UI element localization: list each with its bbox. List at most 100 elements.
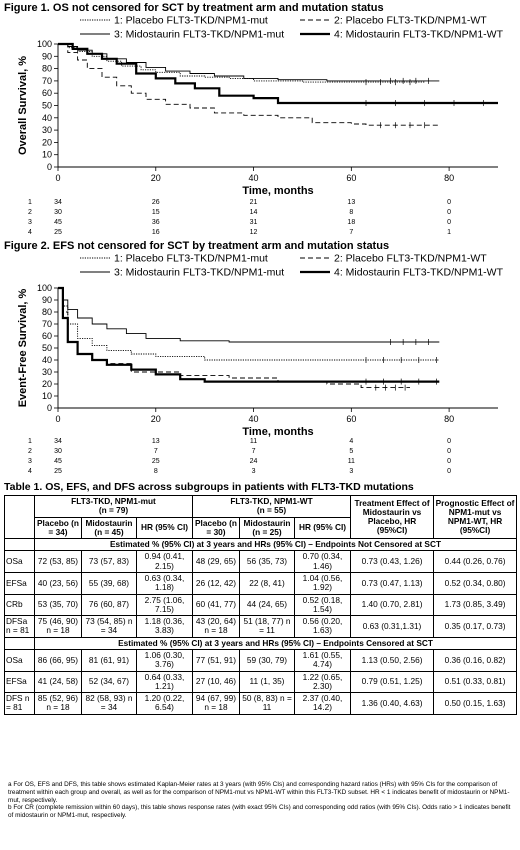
- x-axis-title: Time, months: [242, 426, 313, 438]
- data-cell: 1.06 (0.30, 3.76): [136, 648, 193, 672]
- risk-count: 3: [349, 468, 353, 475]
- risk-count: 1: [447, 229, 451, 236]
- y-tick-label: 60: [42, 331, 52, 341]
- data-cell: 1.20 (0.22, 6.54): [136, 692, 193, 715]
- risk-count: 45: [54, 458, 62, 465]
- data-cell: 0.52 (0.18, 1.54): [293, 593, 352, 617]
- risk-count: 13: [152, 438, 160, 445]
- data-cell: 48 (29, 65): [192, 550, 240, 573]
- risk-row-label: 1: [28, 438, 32, 445]
- x-tick-label: 40: [249, 414, 259, 424]
- data-cell: 0.35 (0.17, 0.73): [433, 615, 518, 638]
- row-label: DFS n = 81: [4, 692, 35, 715]
- data-cell: 53 (35, 70): [34, 593, 82, 617]
- km-curve-1: [58, 43, 425, 83]
- table-footnotes: a For OS, EFS and DFS, this table shows …: [8, 781, 513, 820]
- km-curve-1: [58, 287, 440, 361]
- y-tick-label: 40: [42, 355, 52, 365]
- x-tick-label: 80: [444, 414, 454, 424]
- y-tick-label: 10: [42, 391, 52, 401]
- data-cell: 85 (52, 96) n = 18: [34, 692, 82, 715]
- y-tick-label: 100: [37, 283, 52, 293]
- risk-count: 11: [250, 438, 257, 445]
- risk-count: 45: [54, 219, 62, 226]
- x-axis-title: Time, months: [242, 185, 313, 197]
- y-tick-label: 70: [42, 76, 52, 86]
- group-name-mut: FLT3-TKD, NPM1-mut: [71, 496, 156, 506]
- row-label: EFSa: [4, 670, 35, 694]
- legend-label-2: 2: Placebo FLT3-TKD/NPM1-WT: [334, 15, 487, 27]
- risk-count: 7: [349, 229, 353, 236]
- risk-count: 7: [154, 448, 158, 455]
- data-cell: 55 (39, 68): [81, 571, 137, 595]
- data-cell: 77 (51, 91): [192, 648, 240, 672]
- data-cell: 43 (20, 64) n = 18: [192, 615, 240, 638]
- data-cell: 1.18 (0.36, 3.83): [136, 615, 193, 638]
- risk-count: 25: [152, 458, 160, 465]
- y-tick-label: 30: [42, 367, 52, 377]
- x-tick-label: 0: [55, 414, 60, 424]
- data-cell: 52 (34, 67): [81, 670, 137, 694]
- column-header: Placebo (n = 30): [192, 516, 240, 540]
- risk-count: 14: [250, 209, 258, 216]
- km-curve-4: [58, 286, 440, 383]
- risk-count: 0: [447, 199, 451, 206]
- data-cell: 26 (12, 42): [192, 571, 240, 595]
- row-label: CRb: [4, 593, 35, 617]
- section-header-censored: Estimated % (95% CI) at 3 years and HRs …: [33, 636, 518, 650]
- data-cell: 0.63 (0.31,1.31): [350, 615, 435, 638]
- risk-count: 30: [54, 448, 62, 455]
- group-name-wt: FLT3-TKD, NPM1-WT: [230, 496, 313, 506]
- risk-row-label: 3: [28, 458, 32, 465]
- y-tick-label: 20: [42, 137, 52, 147]
- data-cell: 0.36 (0.16, 0.82): [433, 648, 518, 672]
- x-tick-label: 20: [151, 414, 161, 424]
- risk-count: 0: [447, 219, 451, 226]
- data-cell: 81 (61, 91): [81, 648, 137, 672]
- legend-label-2: 2: Placebo FLT3-TKD/NPM1-WT: [334, 253, 487, 265]
- y-tick-label: 0: [47, 403, 52, 413]
- x-tick-label: 0: [55, 173, 60, 183]
- risk-count: 8: [154, 468, 158, 475]
- data-cell: 0.50 (0.15, 1.63): [433, 692, 518, 715]
- legend-label-3: 3: Midostaurin FLT3-TKD/NPM1-mut: [114, 29, 284, 41]
- risk-row-label: 2: [28, 448, 32, 455]
- data-cell: 0.70 (0.34, 1.46): [293, 550, 352, 573]
- risk-row-label: 2: [28, 209, 32, 216]
- data-cell: 40 (23, 56): [34, 571, 82, 595]
- risk-count: 0: [447, 438, 451, 445]
- risk-count: 18: [347, 219, 355, 226]
- risk-count: 3: [252, 468, 256, 475]
- data-cell: 0.73 (0.47, 1.13): [350, 571, 435, 595]
- data-cell: 1.61 (0.55, 4.74): [293, 648, 352, 672]
- data-cell: 75 (46, 90) n = 18: [34, 615, 82, 638]
- data-cell: 41 (24, 58): [34, 670, 82, 694]
- data-cell: 0.73 (0.43, 1.26): [350, 550, 435, 573]
- figure-2-title: Figure 2. EFS not censored for SCT by tr…: [4, 240, 390, 252]
- data-cell: 1.73 (0.85, 3.49): [433, 593, 518, 617]
- data-cell: 86 (66, 95): [34, 648, 82, 672]
- risk-count: 31: [250, 219, 258, 226]
- data-cell: 73 (54, 85) n = 34: [81, 615, 137, 638]
- y-tick-label: 80: [42, 64, 52, 74]
- risk-row-label: 3: [28, 219, 32, 226]
- data-cell: 94 (67, 99) n = 18: [192, 692, 240, 715]
- data-cell: 1.22 (0.65, 2.30): [293, 670, 352, 694]
- data-cell: 50 (8, 83) n = 11: [239, 692, 295, 715]
- data-cell: 0.52 (0.34, 0.80): [433, 571, 518, 595]
- section-spacer: [4, 636, 35, 650]
- data-cell: 0.94 (0.41, 2.15): [136, 550, 193, 573]
- y-tick-label: 40: [42, 113, 52, 123]
- y-tick-label: 20: [42, 379, 52, 389]
- legend-label-4: 4: Midostaurin FLT3-TKD/NPM1-WT: [334, 267, 504, 279]
- data-cell: 0.51 (0.33, 0.81): [433, 670, 518, 694]
- risk-count: 30: [54, 209, 62, 216]
- risk-count: 7: [252, 448, 256, 455]
- results-table: FLT3-TKD, NPM1-mut (n = 79) FLT3-TKD, NPM1…: [4, 494, 518, 715]
- risk-count: 0: [447, 468, 451, 475]
- y-tick-label: 80: [42, 307, 52, 317]
- risk-count: 24: [250, 458, 258, 465]
- risk-count: 4: [349, 438, 353, 445]
- group-header-npm1-wt: FLT3-TKD, NPM1-WT (n = 55): [191, 495, 352, 518]
- data-cell: 59 (30, 79): [239, 648, 295, 672]
